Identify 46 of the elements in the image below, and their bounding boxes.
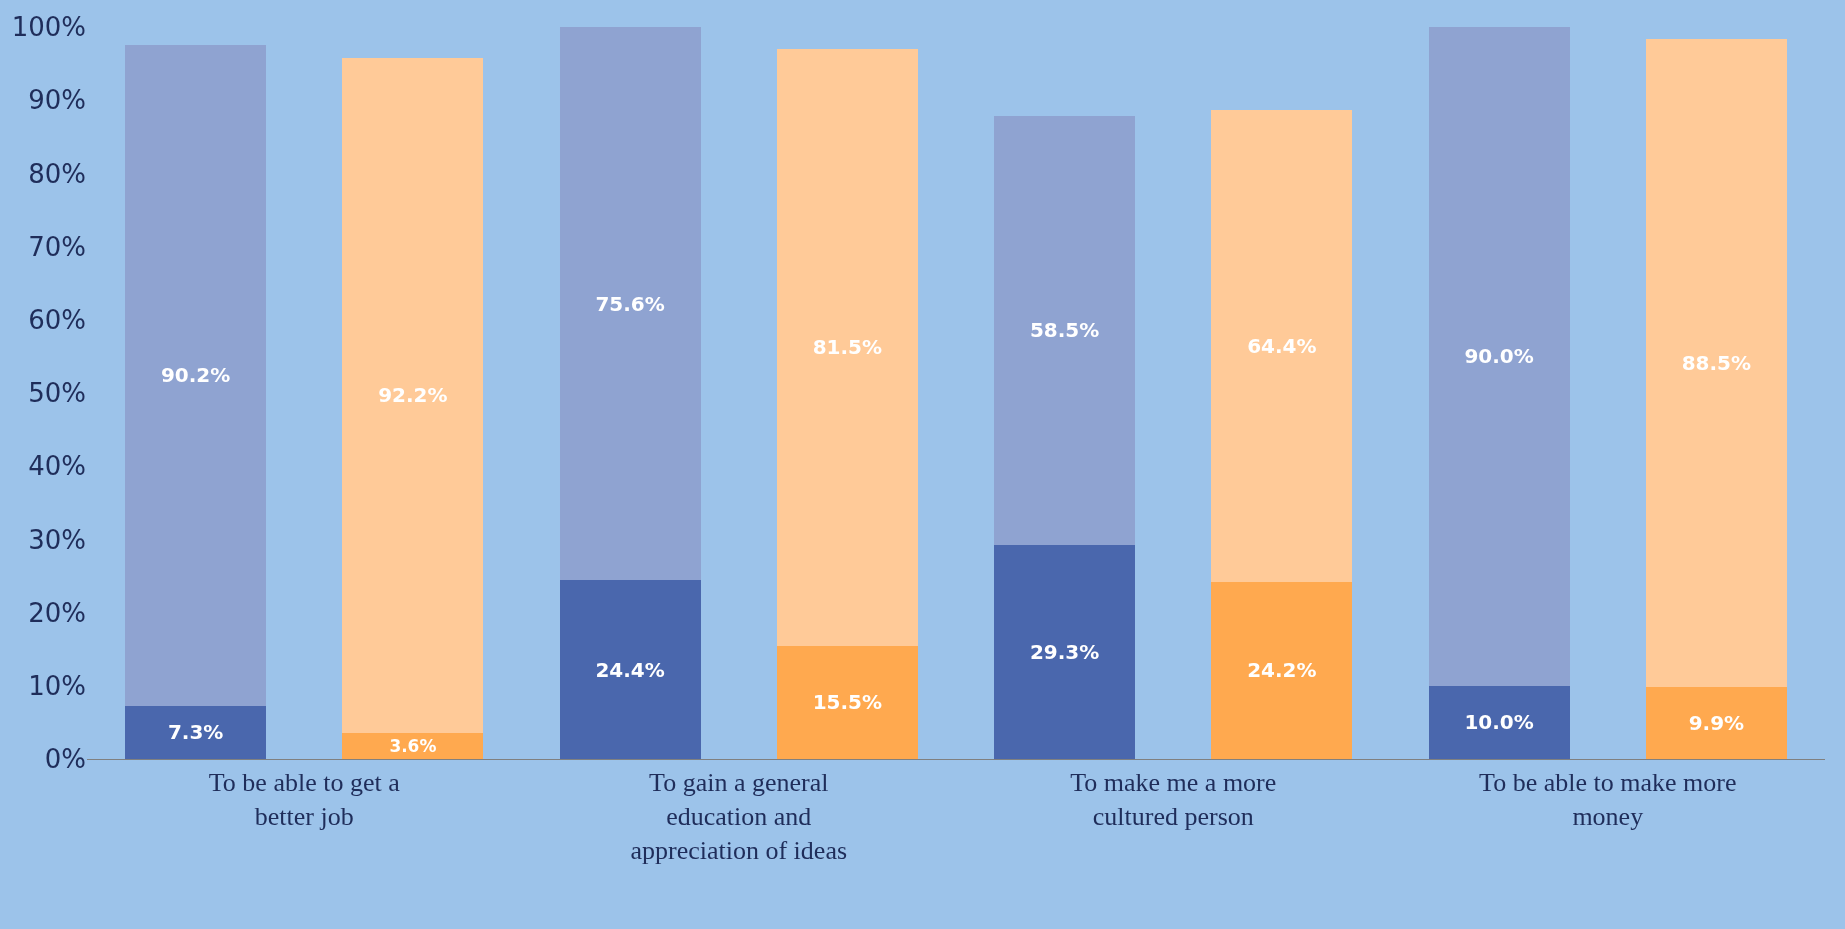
bar: [1211, 110, 1353, 582]
bar: [559, 580, 701, 759]
data-label: 58.5%: [1029, 318, 1100, 343]
data-label: 24.2%: [1247, 658, 1317, 683]
data-label: 3.6%: [389, 735, 437, 756]
y-tick-label: 100%: [11, 12, 86, 43]
data-label: 9.9%: [1688, 710, 1745, 735]
y-tick-label: 10%: [28, 670, 86, 701]
x-tick-label: To gain a general education and appreciation of ideas: [630, 768, 848, 865]
data-label: 10.0%: [1464, 710, 1534, 735]
data-label: 64.4%: [1247, 334, 1317, 359]
data-label: 92.2%: [378, 383, 448, 408]
data-label: 29.3%: [1029, 639, 1100, 664]
bar: [1211, 581, 1353, 759]
bar: [994, 116, 1136, 545]
x-tick-label: To be able to make more money: [1479, 768, 1737, 831]
y-tick-label: 80%: [28, 158, 86, 189]
bar: [1645, 38, 1787, 687]
y-tick-label: 0%: [44, 744, 86, 775]
bar: [994, 544, 1136, 759]
bar: [125, 45, 267, 706]
data-label: 90.0%: [1464, 344, 1534, 369]
y-tick-label: 60%: [28, 304, 86, 335]
bar: [342, 57, 484, 733]
data-label: 90.2%: [160, 363, 231, 388]
data-label: 75.6%: [595, 291, 665, 316]
x-tick-label: To make me a more cultured person: [1070, 768, 1277, 831]
x-tick-label: To be able to get a better job: [208, 768, 401, 831]
bar: [559, 27, 701, 581]
data-label: 7.3%: [167, 720, 224, 745]
bar: [1645, 686, 1787, 759]
y-tick-label: 90%: [28, 85, 86, 116]
data-label: 88.5%: [1681, 350, 1752, 375]
data-label: 81.5%: [812, 335, 883, 360]
bar: [125, 705, 267, 759]
data-label: 15.5%: [812, 690, 883, 715]
y-tick-label: 70%: [28, 231, 86, 262]
bar: [776, 48, 918, 646]
y-tick-label: 50%: [28, 378, 86, 409]
bar: [776, 645, 918, 759]
y-tick-label: 20%: [28, 597, 86, 628]
y-tick-label: 30%: [28, 524, 86, 555]
y-tick-label: 40%: [28, 451, 86, 482]
bar: [1428, 685, 1570, 759]
data-label: 24.4%: [595, 657, 665, 682]
bar: [1428, 27, 1570, 686]
